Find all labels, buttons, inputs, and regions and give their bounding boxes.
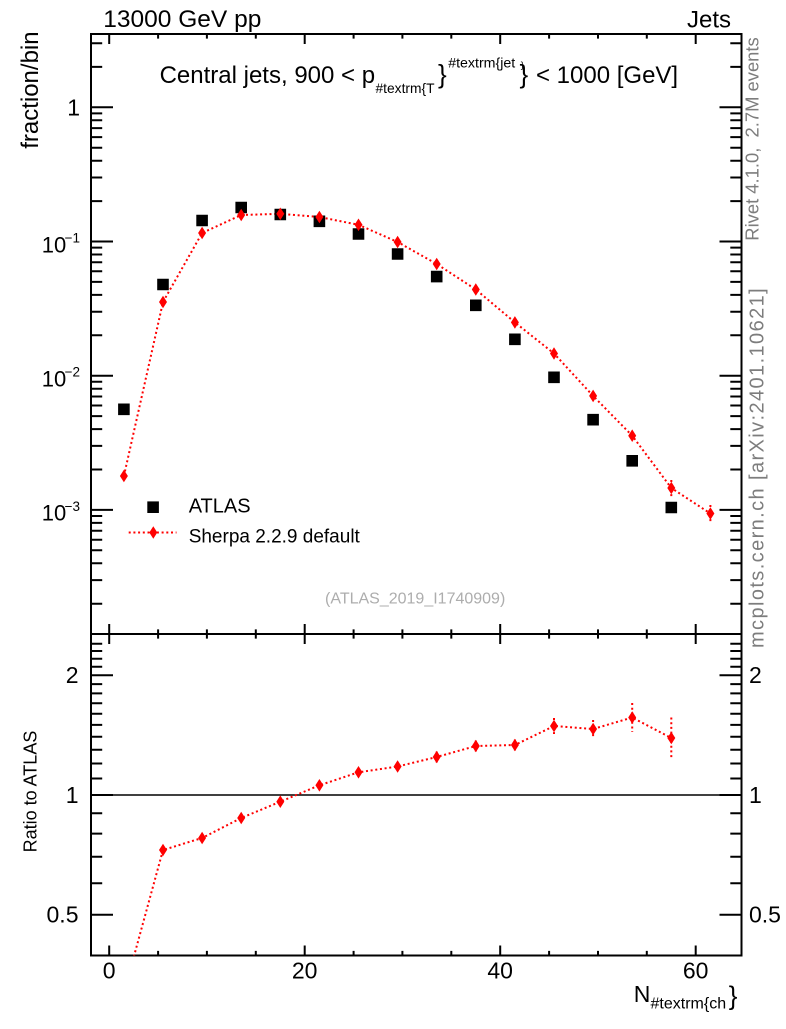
svg-text:mcplots.cern.ch [arXiv:2401.10: mcplots.cern.ch [arXiv:2401.10621]: [747, 287, 769, 648]
svg-text:13000 GeV pp: 13000 GeV pp: [103, 6, 261, 33]
svg-text:−2: −2: [65, 365, 80, 380]
svg-text:< 1000 [GeV]: < 1000 [GeV]: [536, 62, 678, 89]
svg-text:−3: −3: [65, 499, 80, 514]
svg-text:#textrm{ch: #textrm{ch: [651, 996, 727, 1013]
svg-text:#textrm{jet: #textrm{jet: [448, 55, 515, 71]
svg-text:fraction/bin: fraction/bin: [17, 31, 44, 148]
svg-text:Central jets, 900 < p: Central jets, 900 < p: [160, 62, 375, 89]
svg-text:0.5: 0.5: [749, 902, 781, 928]
svg-text:ATLAS: ATLAS: [189, 495, 251, 517]
svg-text:N: N: [634, 981, 651, 1007]
svg-text:}: }: [520, 59, 529, 89]
svg-text:Jets: Jets: [687, 7, 731, 34]
svg-text:0.5: 0.5: [47, 902, 79, 928]
svg-text:10: 10: [42, 232, 66, 257]
svg-text:Ratio to ATLAS: Ratio to ATLAS: [20, 731, 40, 853]
svg-text:0: 0: [103, 958, 116, 984]
svg-text:2: 2: [66, 662, 79, 688]
svg-text:10: 10: [42, 367, 66, 392]
svg-text:−1: −1: [65, 230, 80, 245]
svg-text:1: 1: [749, 782, 762, 808]
svg-text:}: }: [521, 60, 524, 71]
svg-text:1: 1: [66, 782, 79, 808]
svg-text:}: }: [729, 981, 738, 1011]
svg-text:#textrm{T: #textrm{T: [376, 81, 436, 96]
svg-text:Sherpa 2.2.9 default: Sherpa 2.2.9 default: [189, 527, 361, 548]
svg-text:20: 20: [292, 958, 318, 984]
svg-text:(ATLAS_2019_I1740909): (ATLAS_2019_I1740909): [325, 591, 505, 608]
svg-text:40: 40: [487, 958, 513, 984]
svg-text:2: 2: [749, 662, 762, 688]
svg-text:60: 60: [683, 958, 709, 984]
svg-text:10: 10: [42, 501, 66, 526]
svg-text:Rivet 4.1.0, 2.7M events: Rivet 4.1.0, 2.7M events: [742, 37, 763, 240]
svg-text:}: }: [438, 59, 447, 89]
svg-text:1: 1: [67, 94, 80, 120]
